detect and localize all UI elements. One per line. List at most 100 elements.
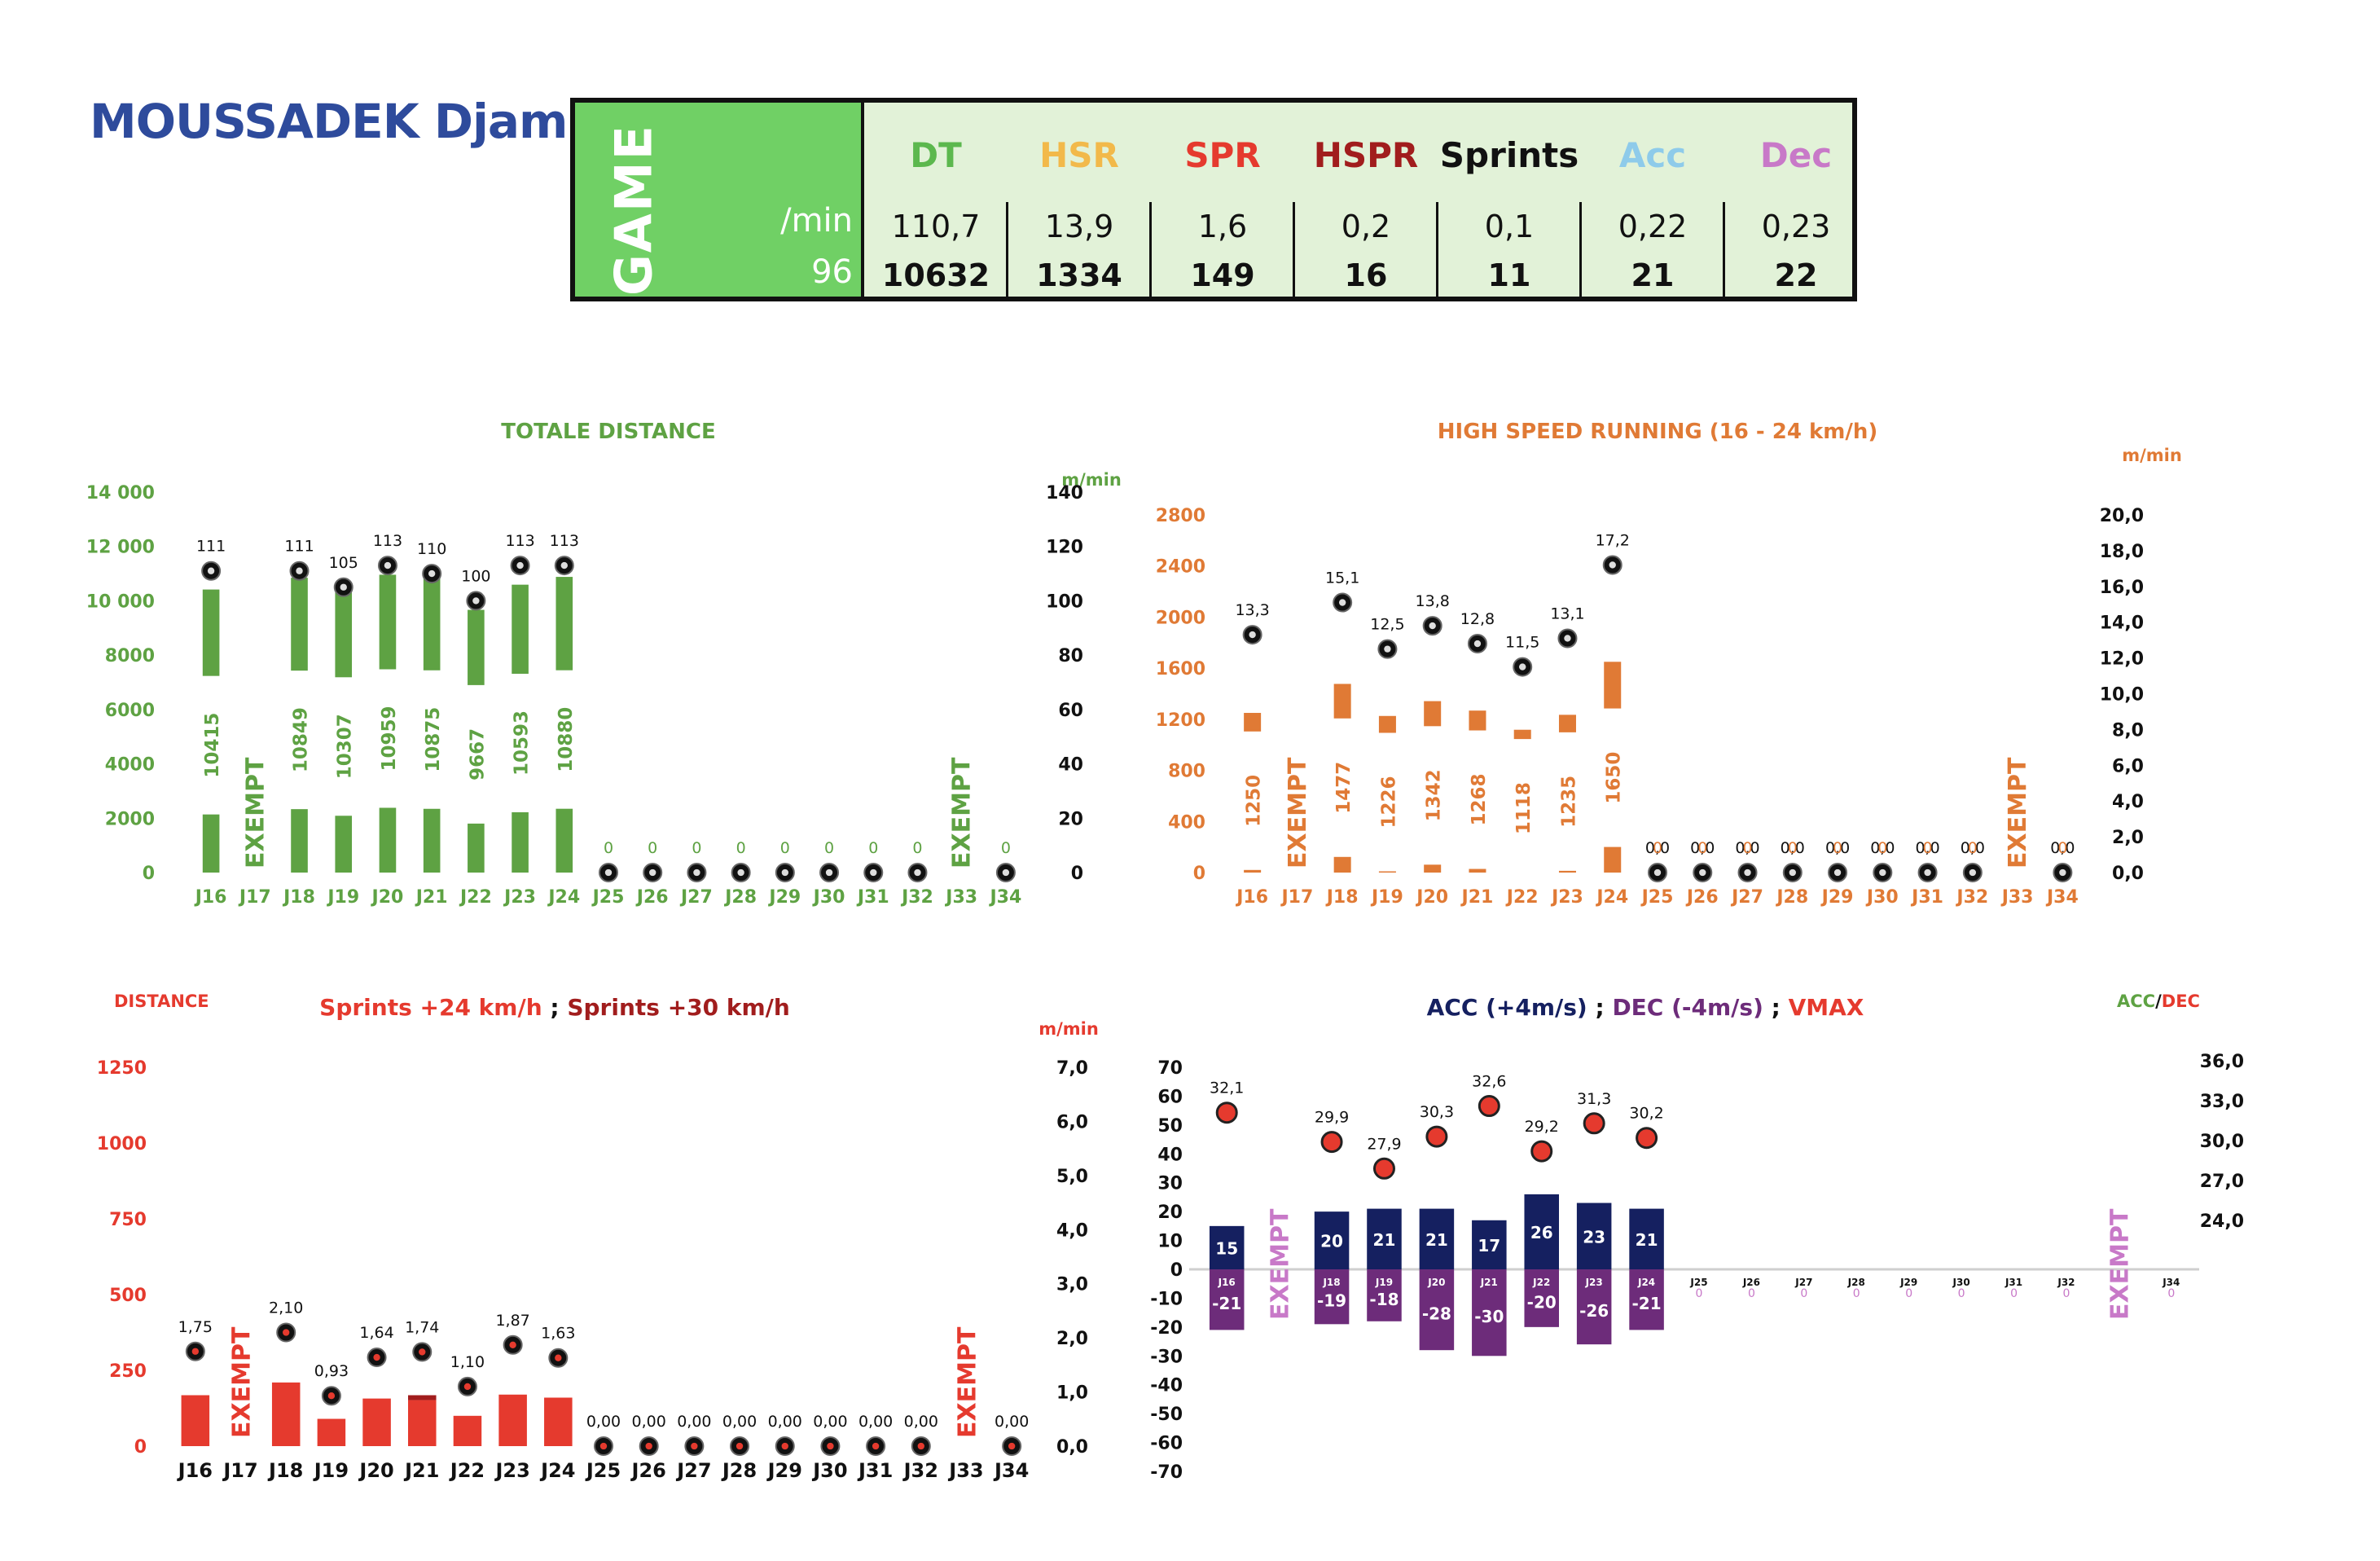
spr-ytick: 1250 xyxy=(97,1058,147,1079)
dt-bar-label-bg xyxy=(555,670,574,809)
spr-bar xyxy=(453,1415,482,1446)
spr-bar xyxy=(362,1398,391,1446)
accdec-dec-label: -18 xyxy=(1369,1290,1399,1309)
accdec-ytick: -30 xyxy=(1150,1347,1183,1367)
dt-xtick: J30 xyxy=(812,887,845,908)
dt-rate-point-core xyxy=(296,567,303,574)
spr-ytick: 750 xyxy=(109,1210,147,1230)
accdec-y2tick: 24,0 xyxy=(2200,1211,2244,1232)
dt-rate-point-core xyxy=(737,868,744,877)
hsr-zero-label: 0 xyxy=(1742,839,1752,857)
spr-xtick: J17 xyxy=(222,1459,257,1482)
accdec-ytick: 0 xyxy=(1170,1260,1183,1281)
accdec-acc-bar xyxy=(1314,1211,1350,1269)
metric-label: Dec xyxy=(1759,135,1833,175)
accdec-ytick: -60 xyxy=(1150,1434,1183,1454)
spr-exempt-label: EXEMPT xyxy=(953,1326,981,1438)
spr-xtick: J25 xyxy=(585,1459,621,1482)
accdec-xtick: J20 xyxy=(1427,1277,1445,1288)
accdec-dec-label: -28 xyxy=(1422,1304,1451,1324)
hsr-ytick: 1200 xyxy=(1156,710,1205,731)
metric-total: 22 xyxy=(1774,257,1818,293)
accdec-dec-bar xyxy=(1472,1269,1507,1357)
accdec-dec-label: -20 xyxy=(1527,1292,1557,1312)
metric-separator xyxy=(1149,202,1152,298)
dt-bar-label: 10880 xyxy=(555,707,577,772)
spr-ytick: 1000 xyxy=(97,1134,147,1154)
hsr-bar-label-bg xyxy=(1423,726,1442,865)
accdec-dec-bar xyxy=(1576,1269,1612,1345)
accdec-xtick: J34 xyxy=(2162,1277,2180,1288)
spr-rate-point-core xyxy=(191,1348,200,1355)
dt-ytick: 10 000 xyxy=(86,591,155,612)
hsr-bar-label-bg xyxy=(1243,731,1262,870)
accdec-acc-label: 15 xyxy=(1215,1238,1238,1258)
hsr-zero-label: 0 xyxy=(1877,839,1887,857)
dt-rate-label: 110 xyxy=(417,540,446,558)
dt-bar-label: 10849 xyxy=(291,707,312,772)
spr-rate-label: 1,10 xyxy=(450,1353,485,1371)
spr-y2tick: 5,0 xyxy=(1056,1167,1088,1187)
metric-separator xyxy=(1723,202,1725,298)
dt-xtick: J31 xyxy=(856,887,889,908)
hsr-bar-label: 1118 xyxy=(1513,782,1535,834)
hsr-xtick: J21 xyxy=(1460,887,1494,908)
metric-label: Sprints xyxy=(1439,135,1579,175)
accdec-title-part: VMAX xyxy=(1789,994,1864,1021)
dt-rate-label: 111 xyxy=(284,538,314,556)
accdec-ytick: 50 xyxy=(1157,1116,1183,1137)
dt-rate-point-core xyxy=(604,868,613,877)
accdec-vmax-label: 29,9 xyxy=(1315,1109,1349,1127)
spr-title-part2: Sprints +30 km/h xyxy=(567,994,789,1021)
dt-bar-label: 10593 xyxy=(512,710,533,776)
spr-rate-label: 1,64 xyxy=(359,1324,393,1342)
accdec-xtick: J21 xyxy=(1480,1277,1498,1288)
spr-y2-label: m/min xyxy=(1039,1019,1099,1039)
accdec-dec-bar xyxy=(1209,1269,1245,1330)
spr-xtick: J23 xyxy=(494,1459,529,1482)
accdec-acc-label: 23 xyxy=(1583,1227,1605,1247)
dt-rate-point-core xyxy=(384,561,392,569)
spr-xtick: J24 xyxy=(539,1459,575,1482)
spr-rate-label: 0,00 xyxy=(904,1413,938,1431)
accdec-vmax-point xyxy=(1636,1127,1658,1150)
dt-xtick: J23 xyxy=(503,887,536,908)
dt-zero-label: 0 xyxy=(736,839,746,857)
hsr-rate-label: 0,0 xyxy=(1645,839,1670,857)
player-name: MOUSSADEK Djam xyxy=(90,94,568,149)
metric-dec: Dec 0,23 22 xyxy=(1724,103,1868,297)
dt-rate-point-core xyxy=(649,868,656,877)
accdec-title-part: DEC (-4m/s) xyxy=(1612,994,1763,1021)
spr-title-sep: ; xyxy=(542,994,568,1021)
metric-total: 16 xyxy=(1344,257,1388,293)
spr-y2tick: 4,0 xyxy=(1056,1220,1088,1241)
dt-title: TOTALE DISTANCE xyxy=(501,420,715,444)
dt-bar-label-bg xyxy=(334,677,353,816)
dt-rate-label: 113 xyxy=(550,532,579,550)
accdec-xtick: J30 xyxy=(1952,1277,1970,1288)
hsr-rate-point-core xyxy=(1564,635,1571,642)
hsr-y2tick: 6,0 xyxy=(2112,756,2144,776)
hsr-bar-label: 1342 xyxy=(1424,769,1445,821)
spr-title: Sprints +24 km/h ; Sprints +30 km/h xyxy=(319,994,790,1021)
metric-label: HSR xyxy=(1039,135,1119,175)
hsr-rate-label: 13,1 xyxy=(1550,605,1584,622)
accdec-dec-label: -19 xyxy=(1317,1291,1346,1311)
accdec-ytick: 10 xyxy=(1157,1232,1183,1252)
spr-xtick: J22 xyxy=(449,1459,485,1482)
dt-rate-point-core xyxy=(340,583,347,591)
dt-ytick: 12 000 xyxy=(86,538,155,558)
accdec-dec-label: -21 xyxy=(1632,1294,1662,1313)
spr-y2tick: 6,0 xyxy=(1056,1112,1088,1132)
hsr-xtick: J28 xyxy=(1775,887,1808,908)
accdec-exempt-label: EXEMPT xyxy=(1267,1208,1295,1320)
spr-rate-label: 0,00 xyxy=(858,1413,893,1431)
accdec-ytick: 70 xyxy=(1157,1058,1183,1079)
dt-ytick: 0 xyxy=(143,864,155,884)
accdec-acc-bar xyxy=(1209,1225,1245,1269)
spr-xtick: J16 xyxy=(177,1459,213,1482)
metric-label: SPR xyxy=(1184,135,1261,175)
dt-rate-label: 113 xyxy=(505,532,534,550)
dt-ytick: 14 000 xyxy=(86,483,155,503)
spr-bar xyxy=(544,1397,573,1446)
